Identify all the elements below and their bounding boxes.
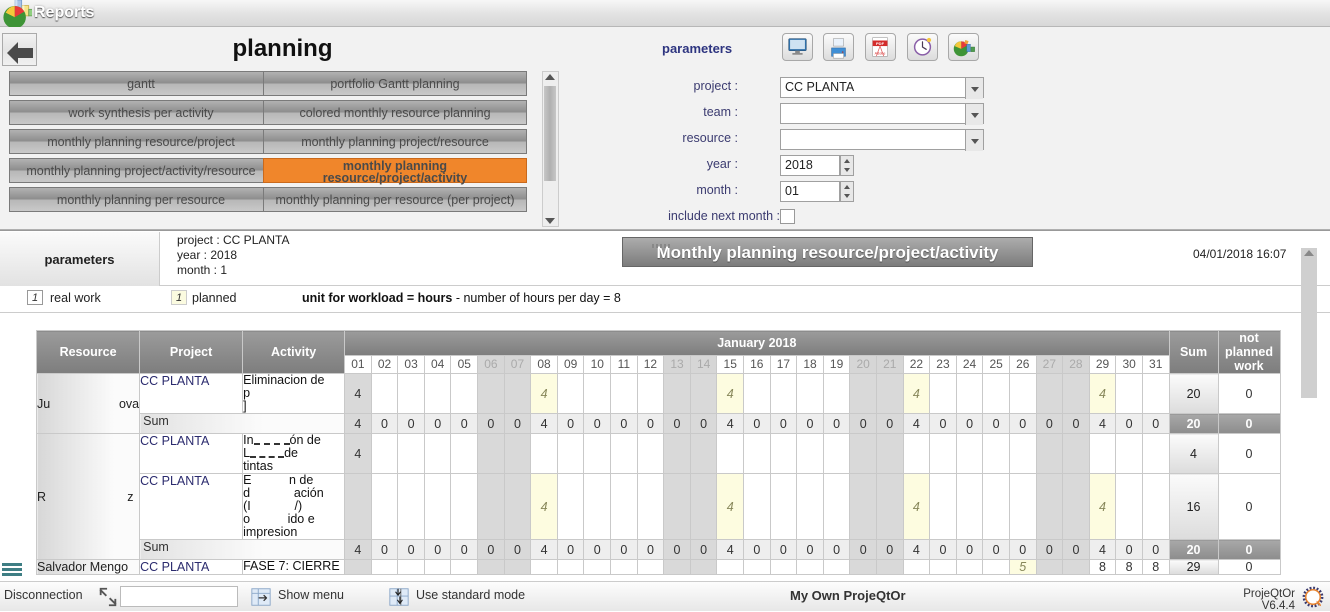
svg-text:PDF: PDF — [876, 41, 885, 46]
svg-text:Adobe: Adobe — [875, 51, 886, 55]
